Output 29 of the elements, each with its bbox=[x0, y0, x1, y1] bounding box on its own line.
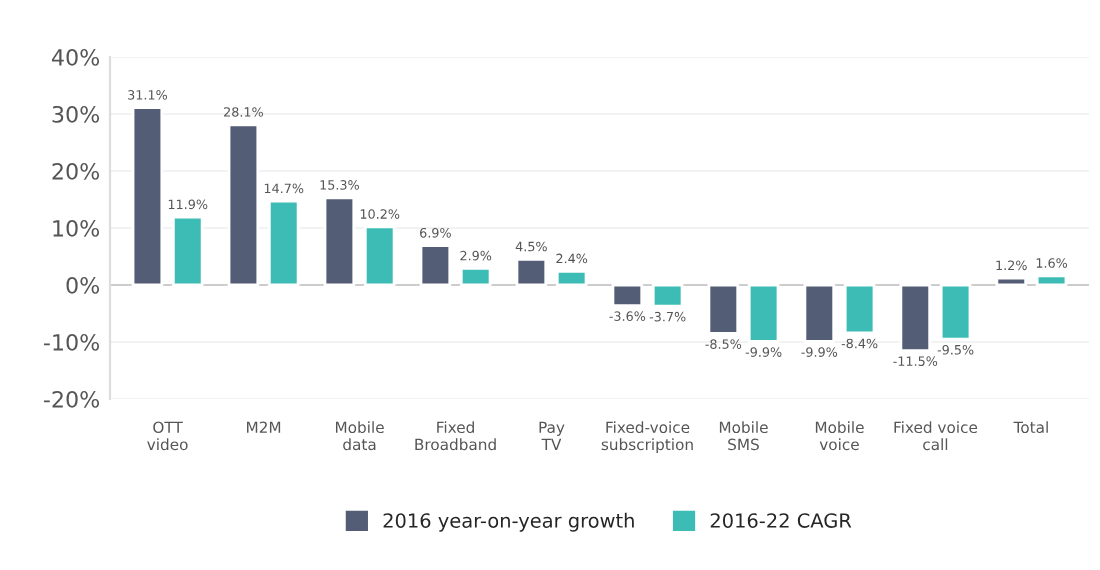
bar bbox=[227, 123, 260, 287]
y-tick-label: 30% bbox=[52, 105, 100, 123]
bar bbox=[651, 283, 684, 308]
bar bbox=[939, 283, 972, 341]
bar bbox=[323, 196, 356, 287]
bar bbox=[843, 283, 876, 335]
bar bbox=[747, 283, 780, 343]
bar bbox=[515, 257, 548, 287]
bar bbox=[171, 215, 204, 287]
bar bbox=[803, 283, 836, 343]
legend-label: 2016-22 CAGR bbox=[710, 513, 852, 528]
bar bbox=[1035, 274, 1068, 287]
bar bbox=[267, 199, 300, 287]
bar bbox=[459, 267, 492, 287]
y-tick-label: 0% bbox=[66, 276, 100, 294]
bar bbox=[995, 276, 1028, 287]
bar bbox=[419, 244, 452, 287]
legend-label: 2016 year-on-year growth bbox=[383, 512, 634, 532]
y-tick-label: 20% bbox=[52, 162, 100, 180]
bar bbox=[611, 283, 644, 307]
bar bbox=[707, 283, 740, 335]
bar bbox=[363, 225, 396, 287]
y-tick-label: 40% bbox=[51, 48, 100, 66]
bar bbox=[555, 269, 588, 287]
bar bbox=[131, 106, 164, 287]
y-tick-label: 10% bbox=[53, 219, 100, 237]
y-tick-label: -20% bbox=[43, 390, 100, 408]
bar bbox=[899, 283, 932, 352]
y-tick-label: -10% bbox=[43, 333, 100, 351]
